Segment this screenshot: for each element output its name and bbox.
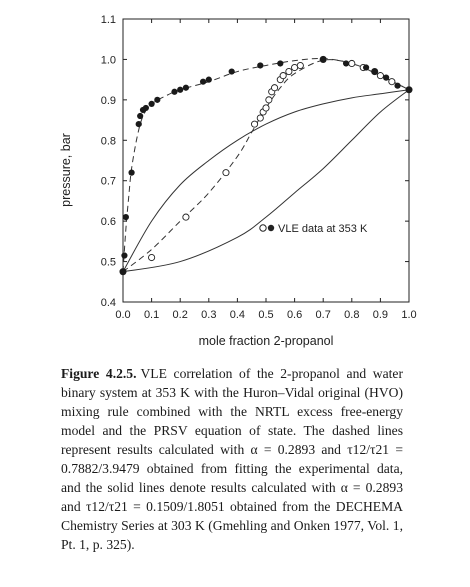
liquid-data-point [148, 100, 155, 107]
liquid-data-point [257, 62, 264, 69]
liquid-data-point [154, 96, 161, 103]
liquid-data-point [383, 74, 390, 81]
liquid-data-point [171, 88, 178, 95]
figure-caption: Figure 4.2.5. VLE correlation of the 2-pr… [61, 364, 403, 554]
liquid-data-point [320, 56, 327, 63]
x-tick-label: 0.0 [115, 309, 130, 321]
vapor-data-point [376, 72, 384, 80]
x-tick-label: 0.2 [173, 309, 188, 321]
legend: VLE data at 353 K [259, 223, 368, 235]
liquid-data-point [228, 68, 235, 75]
vapor-data-point [348, 59, 356, 68]
vapor-data-point [296, 61, 304, 70]
dashed-bubble-curve [122, 58, 410, 272]
y-tick-label: 1.0 [101, 54, 116, 66]
vapor-data-point [271, 84, 279, 92]
liquid-data-point [137, 112, 144, 120]
solid-bubble-curve [122, 89, 410, 272]
data-points [119, 55, 413, 276]
y-axis-ticks: 0.4 0.5 0.6 0.7 0.8 0.9 1.0 1.1 [101, 14, 409, 309]
vapor-data-point [262, 104, 270, 112]
liquid-data-point [121, 252, 128, 259]
legend-filled-marker [267, 224, 275, 232]
x-tick-label: 0.1 [144, 309, 159, 321]
dashed-dew-curve [122, 59, 410, 273]
liquid-data-point [277, 60, 284, 67]
x-tick-label: 0.7 [316, 309, 331, 321]
caption-label: Figure 4.2.5. [61, 366, 137, 381]
y-tick-label: 0.9 [101, 95, 116, 107]
x-tick-label: 0.8 [344, 309, 359, 321]
vapor-data-point [182, 213, 190, 221]
x-tick-label: 0.4 [230, 309, 245, 321]
y-tick-label: 0.6 [101, 216, 116, 228]
liquid-data-point [405, 86, 413, 93]
x-tick-label: 0.6 [287, 309, 302, 321]
legend-open-marker [259, 224, 267, 232]
liquid-data-point [342, 60, 350, 67]
x-axis-label: mole fraction 2-propanol [199, 334, 334, 348]
liquid-data-point [371, 68, 378, 75]
liquid-data-point [182, 84, 190, 91]
y-tick-label: 0.4 [101, 297, 116, 309]
y-tick-label: 0.5 [101, 257, 116, 269]
caption-text: VLE correlation of the 2-propanol and wa… [61, 366, 403, 552]
x-tick-label: 0.5 [258, 309, 273, 321]
x-tick-label: 0.9 [373, 309, 388, 321]
plot-frame [122, 18, 410, 303]
y-axis-label: pressure, bar [59, 133, 73, 207]
vapor-data-point [265, 96, 273, 104]
vapor-data-point [222, 169, 230, 177]
x-axis-ticks: 0.0 0.1 0.2 0.3 0.4 0.5 0.6 0.7 0.8 0.9 1.0 [115, 19, 417, 321]
liquid-data-point [119, 268, 127, 275]
solid-dew-curve [122, 89, 410, 273]
y-tick-label: 1.1 [101, 14, 116, 26]
liquid-data-point [177, 86, 184, 93]
liquid-data-point [205, 76, 212, 83]
liquid-data-point [122, 214, 129, 221]
vapor-data-point [279, 72, 287, 80]
y-tick-label: 0.7 [101, 176, 116, 188]
liquid-data-point [394, 82, 401, 89]
x-tick-label: 0.3 [201, 309, 216, 321]
liquid-data-point [142, 104, 149, 112]
model-curves [122, 58, 410, 273]
vle-chart: 0.0 0.1 0.2 0.3 0.4 0.5 0.6 0.7 0.8 0.9 1.0 0.4 0.5… [59, 14, 417, 348]
vapor-data-point [256, 114, 264, 122]
vapor-data-point [148, 253, 156, 262]
vapor-data-point [291, 63, 299, 72]
vapor-data-point [285, 68, 293, 76]
vapor-data-point [388, 78, 396, 86]
x-tick-label: 1.0 [401, 309, 416, 321]
liquid-data-point [135, 121, 142, 128]
legend-label: VLE data at 353 K [278, 223, 368, 235]
liquid-data-point [199, 78, 207, 85]
liquid-data-point [363, 64, 370, 71]
liquid-data-point [128, 169, 135, 176]
vapor-data-point [251, 120, 259, 128]
y-tick-label: 0.8 [101, 135, 116, 147]
